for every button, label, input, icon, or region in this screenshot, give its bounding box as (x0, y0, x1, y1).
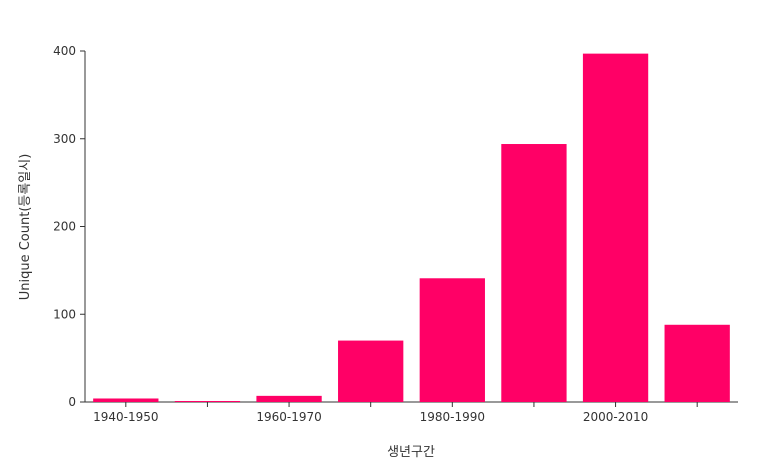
x-axis-title: 생년구간 (387, 445, 435, 460)
y-tick-label: 400 (53, 44, 76, 58)
x-tick-label: 1940-1950 (93, 410, 158, 424)
x-axis: 1940-1950 1960-1970 1980-1990 2000-2010 (85, 401, 738, 424)
x-tick-label: 1980-1990 (420, 410, 485, 424)
bar-1970-1980[interactable] (338, 340, 404, 402)
x-tick-label: 2000-2010 (583, 410, 648, 424)
y-axis: 0 100 200 300 400 (53, 44, 86, 409)
y-tick-label: 200 (53, 220, 76, 234)
y-axis-title: Unique Count(등록일시) (18, 154, 33, 301)
bars (93, 53, 730, 402)
y-tick-label: 0 (68, 395, 76, 409)
y-tick-label: 100 (53, 307, 76, 321)
bar-1990-2000[interactable] (501, 144, 567, 402)
x-tick-label: 1960-1970 (256, 410, 321, 424)
bar-1940-1950[interactable] (93, 398, 159, 402)
bar-2010-2020[interactable] (664, 324, 730, 402)
y-tick-label: 300 (53, 132, 76, 146)
bar-1960-1970[interactable] (256, 395, 322, 402)
bar-1980-1990[interactable] (419, 278, 485, 402)
bar-2000-2010[interactable] (582, 53, 649, 402)
bar-1950-1960[interactable] (174, 401, 241, 402)
